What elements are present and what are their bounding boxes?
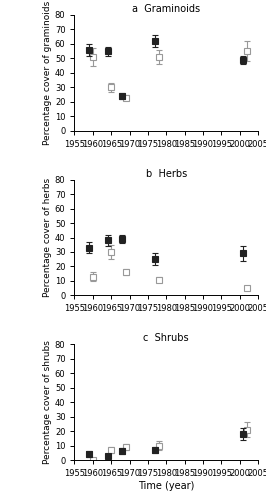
- Y-axis label: Percentage cover of shrubs: Percentage cover of shrubs: [43, 340, 52, 464]
- Y-axis label: Percentage cover of herbs: Percentage cover of herbs: [43, 178, 52, 297]
- Y-axis label: Percentage cover of graminoids: Percentage cover of graminoids: [43, 1, 52, 145]
- Title: c  Shrubs: c Shrubs: [143, 334, 189, 344]
- Title: a  Graminoids: a Graminoids: [132, 4, 200, 14]
- Title: b  Herbs: b Herbs: [146, 169, 187, 179]
- X-axis label: Time (year): Time (year): [138, 481, 194, 491]
